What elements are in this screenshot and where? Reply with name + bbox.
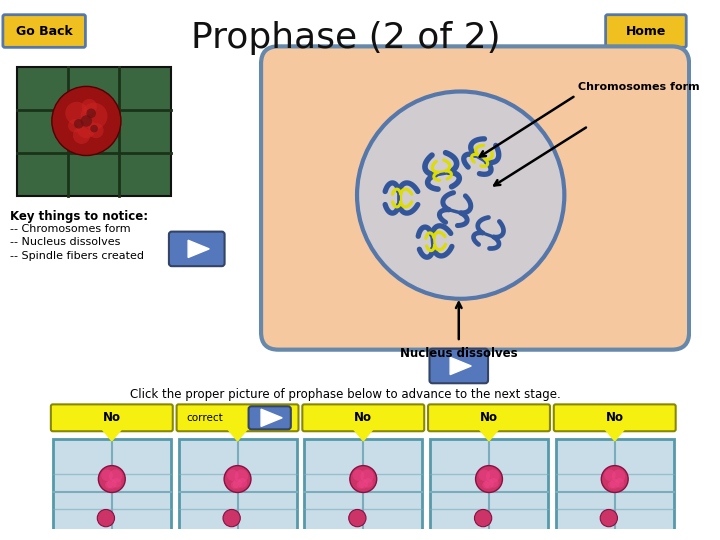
Text: -- Nucleus dissolves: -- Nucleus dissolves: [9, 238, 120, 247]
FancyBboxPatch shape: [428, 404, 550, 431]
Circle shape: [357, 91, 564, 299]
Circle shape: [615, 478, 624, 488]
Circle shape: [474, 509, 492, 526]
FancyBboxPatch shape: [248, 406, 291, 429]
Circle shape: [233, 479, 243, 489]
FancyBboxPatch shape: [169, 232, 225, 266]
Text: Home: Home: [626, 24, 666, 37]
Text: -- Spindle fibers created: -- Spindle fibers created: [9, 251, 143, 261]
Circle shape: [601, 465, 628, 492]
Circle shape: [348, 509, 366, 526]
Circle shape: [485, 479, 494, 489]
Text: -- Chromosomes form: -- Chromosomes form: [9, 224, 130, 234]
Circle shape: [238, 478, 247, 488]
Text: No: No: [480, 411, 498, 424]
FancyBboxPatch shape: [302, 404, 424, 431]
Circle shape: [364, 478, 373, 488]
Circle shape: [486, 469, 500, 483]
Circle shape: [107, 479, 117, 489]
Circle shape: [231, 481, 238, 489]
Circle shape: [610, 479, 619, 489]
FancyBboxPatch shape: [556, 439, 674, 540]
Circle shape: [52, 86, 121, 156]
Circle shape: [359, 479, 368, 489]
Circle shape: [81, 99, 97, 114]
Circle shape: [86, 109, 96, 118]
Circle shape: [476, 465, 503, 492]
Circle shape: [353, 469, 364, 481]
Polygon shape: [605, 429, 624, 441]
Circle shape: [489, 478, 499, 488]
Circle shape: [604, 469, 616, 481]
Text: Click the proper picture of prophase below to advance to the next stage.: Click the proper picture of prophase bel…: [130, 388, 561, 401]
Circle shape: [356, 481, 364, 489]
Text: No: No: [354, 411, 372, 424]
Circle shape: [74, 119, 84, 129]
FancyBboxPatch shape: [430, 439, 548, 540]
FancyBboxPatch shape: [176, 404, 299, 431]
Polygon shape: [188, 240, 210, 258]
Circle shape: [105, 481, 113, 489]
Circle shape: [81, 115, 92, 127]
Circle shape: [600, 509, 618, 526]
Circle shape: [608, 481, 616, 489]
FancyBboxPatch shape: [554, 404, 675, 431]
Text: Chromosomes form: Chromosomes form: [577, 83, 699, 92]
Polygon shape: [354, 429, 373, 441]
Circle shape: [66, 102, 89, 125]
Circle shape: [77, 119, 96, 138]
Polygon shape: [261, 409, 282, 427]
FancyBboxPatch shape: [179, 439, 297, 540]
Circle shape: [479, 469, 490, 481]
Text: No: No: [103, 411, 121, 424]
FancyBboxPatch shape: [17, 66, 171, 196]
Circle shape: [73, 127, 90, 144]
Circle shape: [612, 469, 625, 483]
Polygon shape: [102, 429, 122, 441]
FancyBboxPatch shape: [305, 439, 423, 540]
Polygon shape: [450, 357, 472, 375]
Circle shape: [235, 469, 248, 483]
Text: correct: correct: [186, 413, 223, 423]
Circle shape: [112, 478, 122, 488]
Text: No: No: [606, 411, 624, 424]
Circle shape: [350, 465, 377, 492]
Polygon shape: [480, 429, 499, 441]
Circle shape: [68, 119, 81, 132]
Circle shape: [482, 481, 490, 489]
FancyBboxPatch shape: [51, 404, 173, 431]
Polygon shape: [228, 429, 247, 441]
Text: Key things to notice:: Key things to notice:: [9, 211, 148, 224]
Text: Prophase (2 of 2): Prophase (2 of 2): [191, 21, 500, 55]
Circle shape: [89, 123, 104, 138]
Circle shape: [223, 509, 240, 526]
Circle shape: [90, 125, 98, 132]
FancyBboxPatch shape: [3, 15, 86, 48]
FancyBboxPatch shape: [606, 15, 686, 48]
Circle shape: [361, 469, 374, 483]
Circle shape: [224, 465, 251, 492]
Circle shape: [81, 103, 107, 130]
FancyBboxPatch shape: [430, 349, 488, 383]
Circle shape: [227, 469, 238, 481]
Circle shape: [109, 469, 122, 483]
FancyBboxPatch shape: [53, 439, 171, 540]
Text: Nucleus dissolves: Nucleus dissolves: [400, 347, 518, 360]
Circle shape: [97, 509, 114, 526]
FancyBboxPatch shape: [261, 46, 689, 350]
Circle shape: [99, 465, 125, 492]
Text: Go Back: Go Back: [16, 24, 73, 37]
Circle shape: [102, 469, 113, 481]
